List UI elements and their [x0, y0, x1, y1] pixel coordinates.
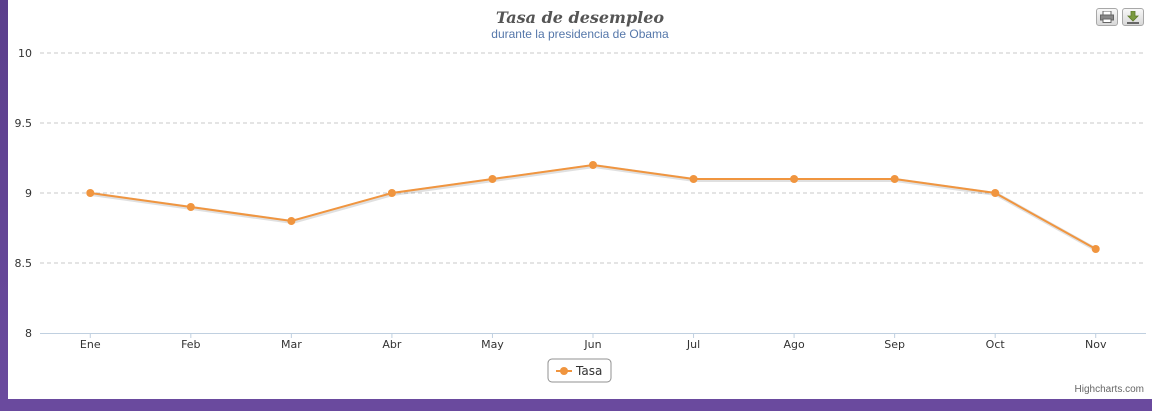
line-chart: Tasa de desempleo durante la presidencia… — [15, 8, 1146, 395]
x-tick-label: Jul — [686, 338, 700, 351]
series-line-shadow — [90, 163, 1098, 252]
data-point[interactable] — [790, 175, 799, 183]
y-axis: 8 8.5 9 9.5 10 — [15, 47, 33, 340]
x-tick-label: Ago — [783, 338, 805, 351]
x-tick-label: Ene — [80, 338, 101, 351]
y-tick-label: 8.5 — [15, 257, 33, 270]
data-point[interactable] — [186, 203, 195, 211]
chart-container: Tasa de desempleo durante la presidencia… — [8, 0, 1152, 399]
credits-link[interactable]: Highcharts.com — [1075, 384, 1144, 395]
chart-title: Tasa de desempleo — [496, 8, 665, 27]
legend-box — [547, 358, 612, 383]
download-icon — [1127, 10, 1139, 24]
data-point[interactable] — [890, 175, 899, 183]
data-point[interactable] — [287, 217, 296, 225]
legend-label: Tasa — [575, 364, 602, 378]
legend-marker — [560, 367, 568, 375]
x-tick-label: Oct — [986, 338, 1006, 351]
x-tick-label: Jun — [583, 338, 601, 351]
data-point[interactable] — [387, 189, 396, 197]
y-tick-label: 9.5 — [15, 117, 33, 130]
x-tick-label: Mar — [281, 338, 302, 351]
data-point[interactable] — [1091, 245, 1100, 253]
x-tick-label: Sep — [884, 338, 905, 351]
x-tick-label: Feb — [181, 338, 200, 351]
data-point[interactable] — [488, 175, 497, 183]
data-point[interactable] — [689, 175, 698, 183]
x-tick-label: Abr — [382, 338, 402, 351]
legend[interactable]: Tasa — [547, 358, 612, 383]
chart-subtitle: durante la presidencia de Obama — [491, 27, 669, 41]
x-tick-label: Nov — [1085, 338, 1107, 351]
y-tick-label: 9 — [25, 187, 32, 200]
y-tick-label: 10 — [18, 47, 32, 60]
x-tick-label: May — [481, 338, 504, 351]
data-point[interactable] — [86, 189, 95, 197]
data-point[interactable] — [589, 161, 597, 169]
data-point[interactable] — [991, 189, 1000, 197]
print-button[interactable] — [1096, 8, 1118, 26]
series-line — [90, 163, 1097, 250]
grid-lines — [40, 52, 1146, 264]
x-axis: Ene Feb Mar Abr May Jun Jul Ago Sep Oct Nov — [40, 333, 1146, 351]
printer-icon — [1100, 11, 1114, 23]
export-button[interactable] — [1122, 8, 1144, 26]
series-tasa — [86, 161, 1100, 253]
y-tick-label: 8 — [25, 327, 32, 340]
